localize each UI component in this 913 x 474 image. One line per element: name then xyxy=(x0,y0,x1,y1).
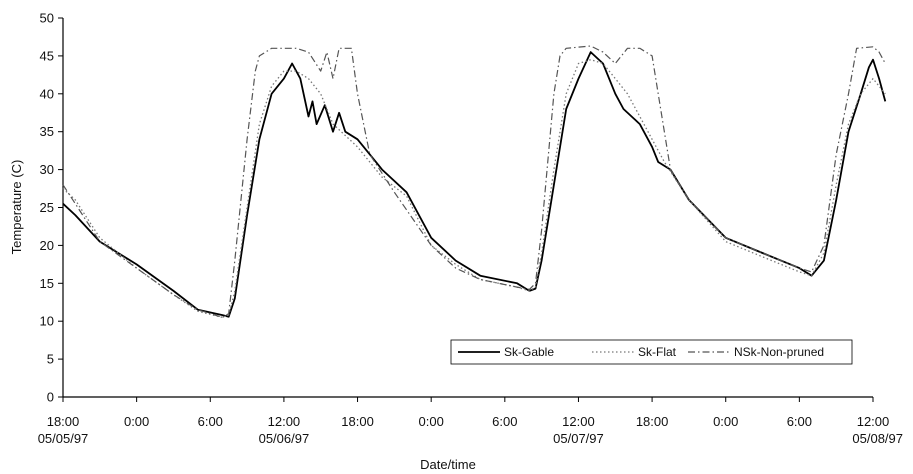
x-tick-time-label: 18:00 xyxy=(341,414,374,429)
y-tick-label: 20 xyxy=(40,238,54,253)
y-tick-label: 25 xyxy=(40,200,54,215)
x-tick-time-label: 18:00 xyxy=(47,414,80,429)
x-tick-time-label: 0:00 xyxy=(713,414,738,429)
series-layer xyxy=(63,46,885,317)
x-tick-time-label: 12:00 xyxy=(268,414,301,429)
y-tick-label: 0 xyxy=(47,390,54,405)
x-tick-time-label: 12:00 xyxy=(562,414,595,429)
legend: Sk-Gable Sk-Flat NSk-Non-pruned xyxy=(451,340,852,364)
y-axis-ticks: 0 5 10 15 20 25 30 35 40 45 50 xyxy=(40,11,63,405)
y-tick-label: 50 xyxy=(40,11,54,26)
x-axis-ticks: 18:00 05/05/97 0:00 6:00 12:00 05/06/97 18:00 0… xyxy=(38,397,903,446)
y-tick-label: 10 xyxy=(40,314,54,329)
series-line-sk-flat xyxy=(63,60,885,318)
legend-label-sk-flat: Sk-Flat xyxy=(638,345,677,359)
x-tick-date-label: 05/06/97 xyxy=(259,431,310,446)
y-axis-title: Temperature (C) xyxy=(9,160,24,255)
x-tick-time-label: 6:00 xyxy=(787,414,812,429)
legend-label-nsk-non-pruned: NSk-Non-pruned xyxy=(734,345,824,359)
y-tick-label: 40 xyxy=(40,86,54,101)
legend-label-sk-gable: Sk-Gable xyxy=(504,345,554,359)
x-tick-time-label: 0:00 xyxy=(124,414,149,429)
series-line-nsk-non-pruned xyxy=(63,46,885,317)
x-tick-time-label: 12:00 xyxy=(857,414,890,429)
x-tick-time-label: 18:00 xyxy=(636,414,669,429)
x-tick-date-label: 05/05/97 xyxy=(38,431,89,446)
x-tick-date-label: 05/07/97 xyxy=(553,431,604,446)
y-tick-label: 30 xyxy=(40,162,54,177)
x-tick-time-label: 6:00 xyxy=(198,414,223,429)
x-tick-time-label: 0:00 xyxy=(419,414,444,429)
y-tick-label: 5 xyxy=(47,352,54,367)
x-tick-time-label: 6:00 xyxy=(492,414,517,429)
y-tick-label: 15 xyxy=(40,276,54,291)
x-axis-title: Date/time xyxy=(420,457,476,472)
y-tick-label: 45 xyxy=(40,48,54,63)
x-tick-date-label: 05/08/97 xyxy=(852,431,903,446)
y-tick-label: 35 xyxy=(40,124,54,139)
